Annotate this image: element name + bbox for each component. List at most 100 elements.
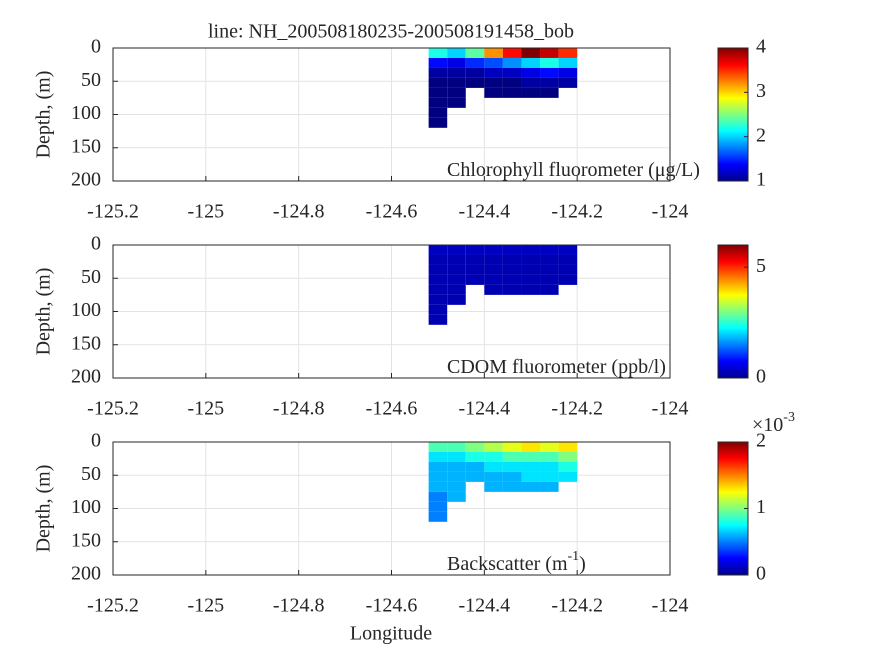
data-cell xyxy=(558,274,578,285)
y-tick-label: 50 xyxy=(81,69,101,91)
colorbar xyxy=(717,47,749,182)
y-tick-label: 50 xyxy=(81,266,101,288)
data-cell xyxy=(465,254,485,265)
data-cell xyxy=(484,67,503,78)
panel: -125.2 -125 -124.8 -124.6 -124.4 -124.2 -124 0 5… xyxy=(33,233,766,420)
data-cell xyxy=(521,442,541,452)
data-cell xyxy=(540,461,559,472)
x-tick-label: -124.2 xyxy=(551,595,603,617)
data-cell xyxy=(521,481,541,492)
y-tick-label: 200 xyxy=(71,366,101,388)
colorbar-tick-label: 0 xyxy=(756,563,766,585)
x-tick-label: -124.6 xyxy=(366,201,418,223)
axes-box xyxy=(112,244,671,379)
colorbar-tick-label: 1 xyxy=(756,169,766,191)
data-cell xyxy=(465,442,485,452)
x-tick-label: -124.4 xyxy=(458,398,510,420)
data-cell xyxy=(428,481,448,492)
data-cell xyxy=(502,471,522,482)
data-cell xyxy=(521,48,541,58)
data-cell xyxy=(465,461,485,472)
x-tick-label: -124.8 xyxy=(273,201,325,223)
data-cell xyxy=(447,471,466,482)
colorbar-tick-label: 4 xyxy=(756,36,766,58)
data-cell xyxy=(558,77,578,88)
data-cell xyxy=(447,442,466,452)
data-cell xyxy=(447,491,466,502)
data-cell xyxy=(428,254,448,265)
x-tick-label: -125.2 xyxy=(87,398,139,420)
data-cell xyxy=(428,67,448,78)
data-cell xyxy=(502,245,522,255)
data-cell xyxy=(521,451,541,462)
x-tick-label: -124 xyxy=(652,595,689,617)
data-cell xyxy=(521,471,541,482)
y-axis-label: Depth, (m) xyxy=(33,71,55,159)
colorbar-tick-label: 0 xyxy=(756,366,766,388)
data-cell xyxy=(484,254,503,265)
x-tick-label: -125.2 xyxy=(87,595,139,617)
y-tick-label: 150 xyxy=(71,332,101,354)
data-cell xyxy=(447,67,466,78)
data-cell xyxy=(484,77,503,88)
data-cell xyxy=(558,461,578,472)
data-cell xyxy=(540,254,559,265)
data-cell xyxy=(521,87,541,98)
data-cell xyxy=(428,511,448,522)
x-tick-label: -124.4 xyxy=(458,595,510,617)
chart-title: line: NH_200508180235-200508191458_bob xyxy=(208,21,574,43)
y-tick-label: 0 xyxy=(91,430,101,452)
x-tick-label: -124 xyxy=(652,398,689,420)
data-cell xyxy=(558,254,578,265)
data-cell xyxy=(428,501,448,512)
data-cell xyxy=(428,314,448,325)
data-cell xyxy=(502,442,522,452)
data-cell xyxy=(558,67,578,78)
data-cell xyxy=(540,471,559,482)
data-cell xyxy=(540,57,559,68)
data-cell xyxy=(484,87,503,98)
data-cell xyxy=(428,304,448,315)
panel: -125.2 -125 -124.8 -124.6 -124.4 -124.2 -124 0 5… xyxy=(33,21,766,223)
data-cell xyxy=(484,442,503,452)
colorbar xyxy=(717,244,749,379)
colorbar-tick-label: 2 xyxy=(756,430,766,452)
data-cell xyxy=(502,48,522,58)
data-cell xyxy=(540,87,559,98)
x-tick-label: -125 xyxy=(187,595,224,617)
data-cell xyxy=(428,461,448,472)
data-cell xyxy=(428,107,448,118)
data-cell xyxy=(521,67,541,78)
colorbar-tick-label: 3 xyxy=(756,80,766,102)
data-cell xyxy=(465,77,485,88)
data-cell xyxy=(428,284,448,295)
data-cell xyxy=(502,461,522,472)
data-cell xyxy=(521,274,541,285)
data-cell xyxy=(540,67,559,78)
x-tick-label: -124.8 xyxy=(273,595,325,617)
data-cell xyxy=(428,245,448,255)
y-axis-label: Depth, (m) xyxy=(33,465,55,553)
x-tick-label: -124.2 xyxy=(551,398,603,420)
colorbar-scale: ×10-3 xyxy=(752,410,795,435)
data-cell xyxy=(447,294,466,305)
data-cell xyxy=(502,284,522,295)
data-cell xyxy=(447,284,466,295)
data-cell xyxy=(558,442,578,452)
axes-box xyxy=(112,47,671,182)
data-cell xyxy=(502,67,522,78)
axes-box xyxy=(112,441,671,576)
data-cell xyxy=(428,471,448,482)
annotation: CDOM fluorometer (ppb/l) xyxy=(447,356,666,378)
x-axis-label: Longitude xyxy=(350,623,432,645)
panel: -125.2 -125 -124.8 -124.6 -124.4 -124.2 -124 0 5… xyxy=(33,410,795,644)
colorbar-tick-label: 2 xyxy=(756,124,766,146)
data-cell xyxy=(447,245,466,255)
data-cell xyxy=(447,77,466,88)
data-cell xyxy=(558,245,578,255)
data-cell xyxy=(447,48,466,58)
data-cell xyxy=(502,451,522,462)
data-cell xyxy=(428,48,448,58)
data-cell xyxy=(540,48,559,58)
